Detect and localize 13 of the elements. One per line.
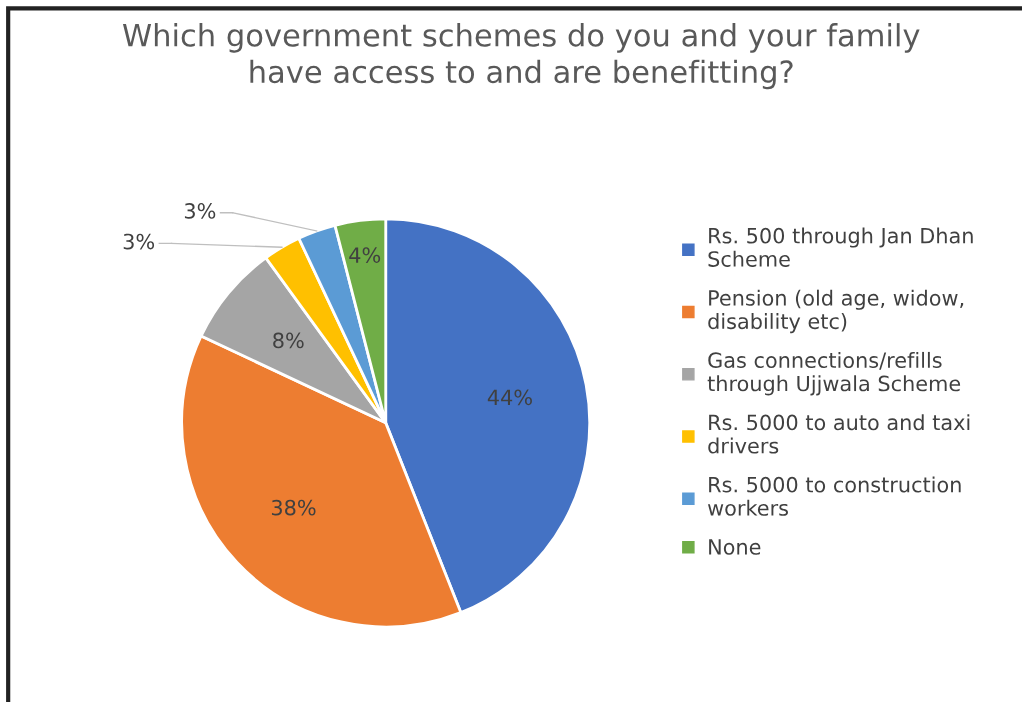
chart-title: Which government schemes do you and your family have access to and are benefitting? (122, 23, 920, 90)
legend-label: Rs. 5000 to auto and taxi drivers (708, 414, 970, 454)
data-label: 3% (123, 233, 155, 250)
legend-label: Rs. 500 through Jan Dhan Scheme (708, 227, 973, 267)
data-label: 38% (271, 499, 316, 516)
legend-label: Pension (old age, widow, disability etc) (708, 289, 964, 334)
data-label: 3% (184, 203, 216, 219)
data-label: 8% (273, 332, 304, 349)
data-label: 44% (487, 389, 532, 406)
legend-label: None (709, 539, 761, 555)
data-label: 4% (349, 247, 381, 263)
legend-label: Gas connections/refills through Ujjwala Scheme (707, 351, 961, 396)
legend-label: Rs. 5000 to construction workers (707, 476, 961, 516)
